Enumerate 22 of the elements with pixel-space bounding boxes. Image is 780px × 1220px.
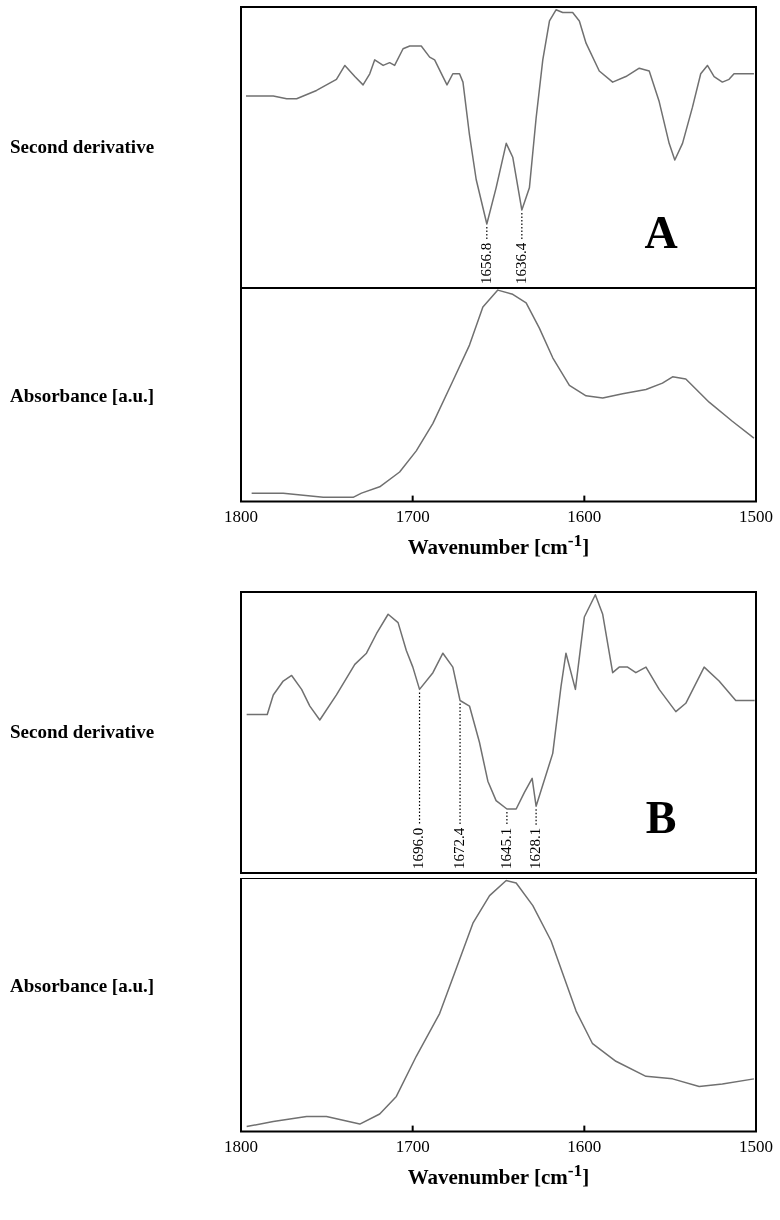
x-tick-label: 1700 <box>395 1137 430 1157</box>
x-tick-label: 1800 <box>224 1137 258 1157</box>
annotation: 1696.0 <box>410 827 427 869</box>
x-tick-label: 1600 <box>567 507 602 527</box>
x-tick-label: 1600 <box>567 1137 602 1157</box>
annotation: B <box>645 791 677 843</box>
annotation: 1656.8 <box>477 242 494 284</box>
y-axis-title: Second derivative <box>10 136 155 158</box>
x-axis-title: Wavenumber [cm$^{-1}$] <box>406 530 591 560</box>
annotation: 1672.4 <box>450 827 467 869</box>
x-tick-label: 1500 <box>739 507 773 527</box>
y-axis-title: Absorbance [a.u.] <box>10 975 155 997</box>
annotation: A <box>644 206 678 258</box>
annotation: 1636.4 <box>512 242 529 284</box>
y-axis-title: Absorbance [a.u.] <box>10 385 155 407</box>
annotation: 1628.1 <box>527 827 544 869</box>
x-axis-title: Wavenumber [cm$^{-1}$] <box>406 1160 591 1190</box>
x-tick-label: 1700 <box>395 507 430 527</box>
x-tick-label: 1500 <box>739 1137 773 1157</box>
annotation: 1645.1 <box>497 827 514 869</box>
y-axis-title: Second derivative <box>10 721 155 743</box>
x-tick-label: 1800 <box>224 507 258 527</box>
